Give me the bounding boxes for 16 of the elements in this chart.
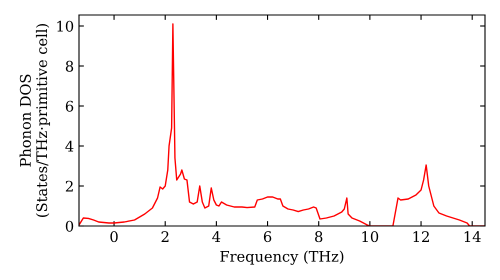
y-tick-label: 6 <box>66 100 74 112</box>
y-tick-label: 10 <box>57 20 74 32</box>
x-tick-label: 14 <box>464 231 481 242</box>
x-tick-label: 10 <box>362 231 378 242</box>
x-tick-label: 6 <box>264 231 272 242</box>
y-axis-title: Phonon DOS (States/THz·primitive cell) <box>20 24 50 217</box>
x-tick-label: 0 <box>110 231 118 242</box>
x-tick-label: 4 <box>212 231 220 242</box>
y-tick-label: 8 <box>66 60 74 72</box>
x-tick-label: 12 <box>414 231 429 242</box>
y-tick-label: 4 <box>65 140 74 152</box>
y-tick-label: 2 <box>66 180 73 192</box>
y-tick-label: 0 <box>66 220 74 232</box>
x-tick-label: 8 <box>315 231 322 242</box>
x-tick-label: 2 <box>162 231 168 242</box>
x-axis-title: Frequency (THz) <box>220 250 344 265</box>
